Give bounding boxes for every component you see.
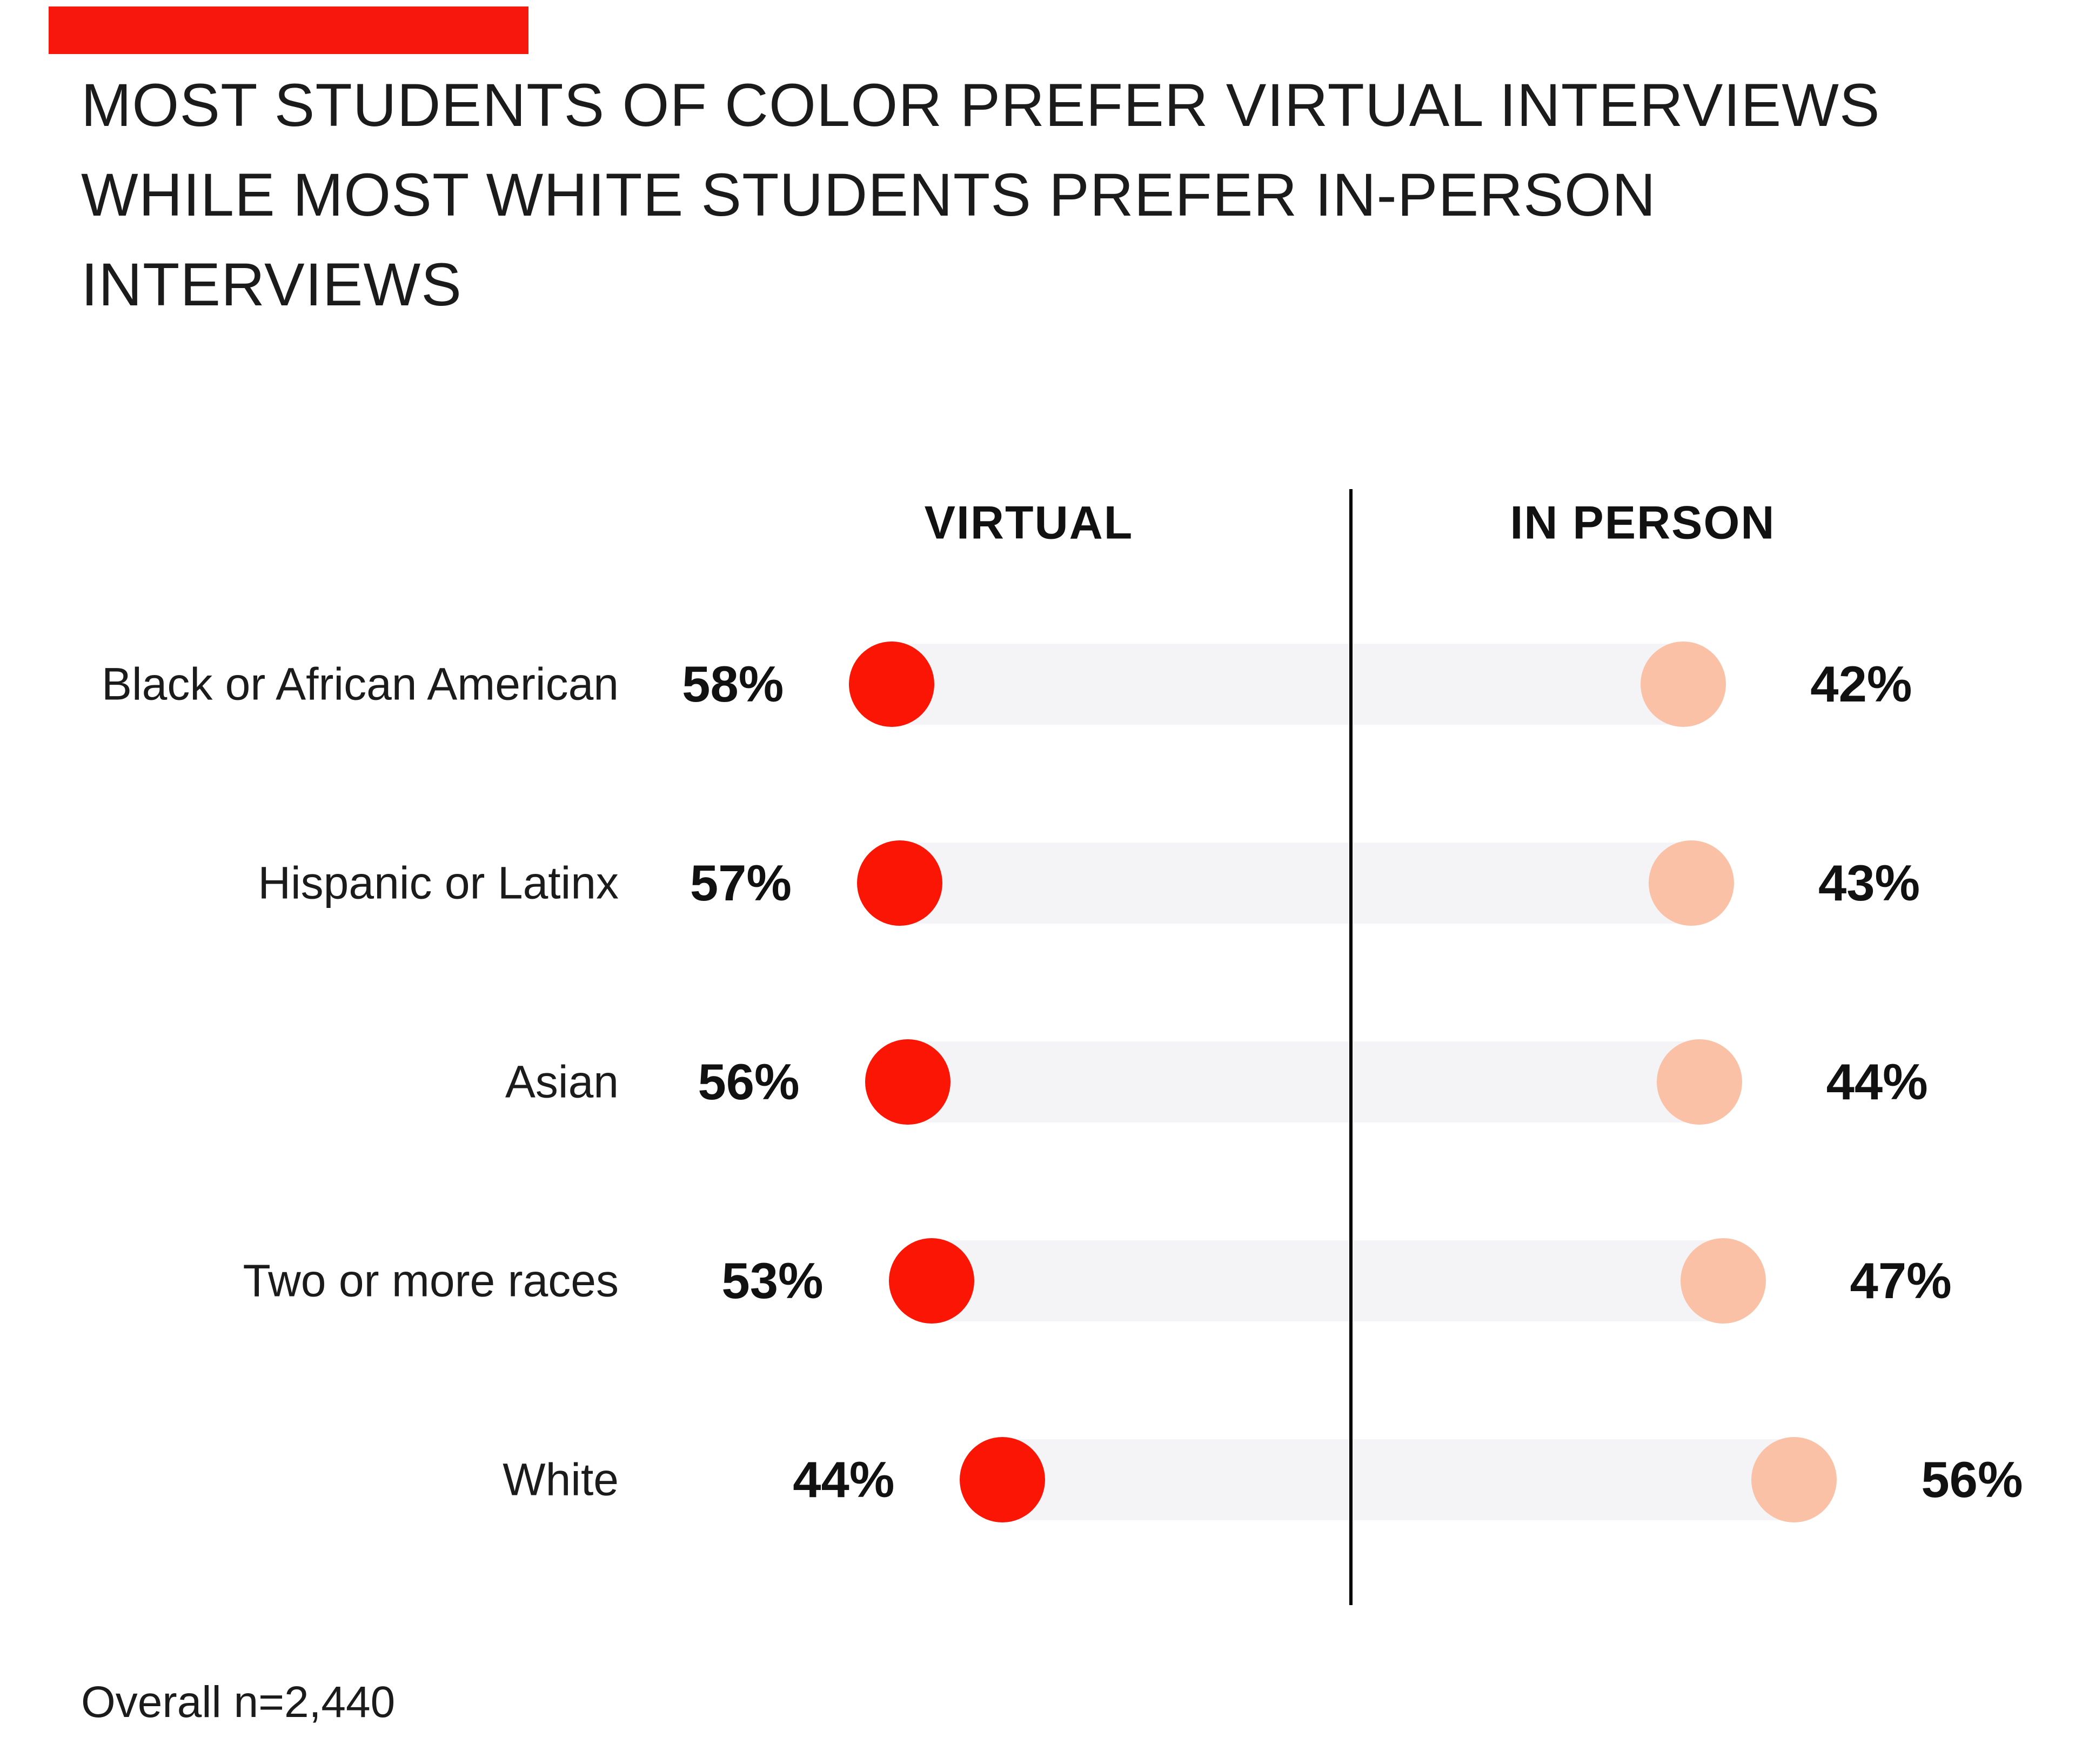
- chart-title-line-1: MOST STUDENTS OF COLOR PREFER VIRTUAL IN…: [81, 71, 1880, 139]
- virtual-value: 57%: [690, 854, 792, 911]
- in-person-dot: [1680, 1238, 1766, 1324]
- row-track: [867, 1041, 1740, 1122]
- in-person-value: 47%: [1850, 1252, 1952, 1309]
- virtual-dot: [849, 642, 935, 727]
- category-label: Asian: [505, 1056, 619, 1107]
- chart-title-line-3: INTERVIEWS: [81, 251, 462, 318]
- center-divider-line: [1349, 489, 1353, 1605]
- category-label: Two or more races: [243, 1255, 619, 1306]
- in-person-value: 43%: [1818, 854, 1920, 911]
- virtual-dot: [960, 1437, 1046, 1522]
- in-person-value: 42%: [1810, 656, 1912, 712]
- in-person-dot: [1641, 642, 1726, 727]
- virtual-value: 58%: [682, 656, 784, 712]
- chart-title: MOST STUDENTS OF COLOR PREFER VIRTUAL IN…: [81, 61, 1880, 330]
- in-person-dot: [1751, 1437, 1837, 1522]
- in-person-dot: [1648, 840, 1734, 926]
- row-track: [859, 843, 1732, 924]
- brand-accent-bar: [49, 6, 528, 54]
- virtual-dot: [865, 1039, 951, 1125]
- in-person-value: 56%: [1921, 1451, 2023, 1508]
- sample-size-note: Overall n=2,440: [81, 1678, 396, 1727]
- in-person-dot: [1656, 1039, 1742, 1125]
- row-track: [851, 644, 1724, 725]
- virtual-value: 53%: [721, 1252, 824, 1309]
- column-header-virtual: VIRTUAL: [924, 497, 1134, 549]
- category-label: White: [503, 1454, 619, 1505]
- category-label: Hispanic or Latinx: [258, 857, 619, 908]
- virtual-dot: [856, 840, 942, 926]
- in-person-value: 44%: [1826, 1053, 1928, 1110]
- column-header-in-person: IN PERSON: [1510, 497, 1776, 549]
- chart-title-line-2: WHILE MOST WHITE STUDENTS PREFER IN-PERS…: [81, 161, 1656, 229]
- category-label: Black or African American: [101, 658, 619, 710]
- virtual-value: 56%: [698, 1053, 800, 1110]
- virtual-value: 44%: [793, 1451, 895, 1508]
- row-track: [891, 1240, 1764, 1321]
- row-track: [962, 1439, 1835, 1520]
- virtual-dot: [888, 1238, 974, 1324]
